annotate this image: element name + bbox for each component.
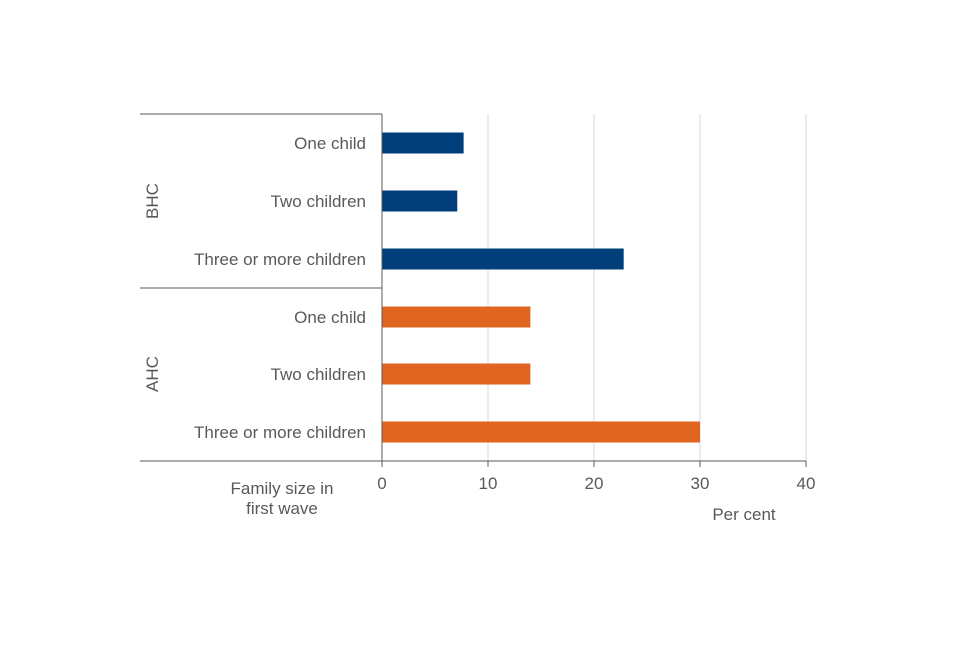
category-label: One child bbox=[294, 308, 366, 327]
labels: 0 10 20 30 40 One child Two children Three or m… bbox=[143, 134, 815, 524]
group-label-bhc: BHC bbox=[143, 183, 162, 219]
category-label: Two children bbox=[271, 365, 366, 384]
x-tick-label: 0 bbox=[377, 474, 386, 493]
bar-ahc-3 bbox=[382, 421, 700, 443]
bar-bhc-2 bbox=[382, 190, 458, 212]
x-tick-label: 30 bbox=[691, 474, 710, 493]
bar-bhc-1 bbox=[382, 132, 464, 154]
category-label: Three or more children bbox=[194, 250, 366, 269]
group-label-ahc: AHC bbox=[143, 356, 162, 392]
x-tick-label: 10 bbox=[479, 474, 498, 493]
gridlines bbox=[487, 114, 807, 461]
bar-ahc-1 bbox=[382, 306, 531, 328]
category-label: One child bbox=[294, 134, 366, 153]
category-axis-title: Family size in first wave bbox=[231, 479, 334, 518]
bar-bhc-3 bbox=[382, 248, 624, 270]
category-label: Three or more children bbox=[194, 423, 366, 442]
category-label: Two children bbox=[271, 192, 366, 211]
bar-ahc-2 bbox=[382, 363, 531, 385]
x-axis-label: Per cent bbox=[712, 505, 776, 524]
x-tick-label: 40 bbox=[797, 474, 816, 493]
x-tick-label: 20 bbox=[585, 474, 604, 493]
bars bbox=[382, 132, 700, 443]
axes bbox=[140, 113, 807, 467]
